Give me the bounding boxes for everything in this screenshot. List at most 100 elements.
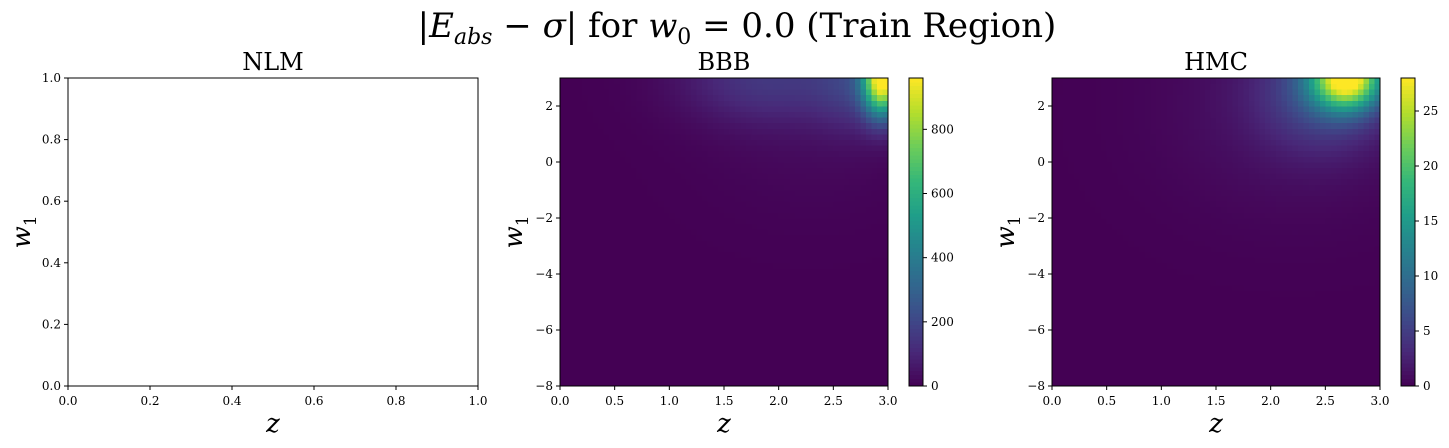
heatmap-cell <box>871 100 878 107</box>
heatmap-cell <box>838 122 845 129</box>
heatmap-cell <box>1123 246 1129 252</box>
heatmap-cell <box>696 111 703 118</box>
heatmap-cell <box>1128 240 1135 247</box>
colorbar <box>908 77 924 387</box>
heatmap-cell <box>756 206 763 213</box>
heatmap-cell <box>745 162 752 168</box>
heatmap-cell <box>822 352 829 359</box>
heatmap-cell <box>707 296 714 303</box>
heatmap-cell <box>795 313 801 320</box>
heatmap-cell <box>1194 290 1200 297</box>
heatmap-cell <box>647 218 654 224</box>
heatmap-cell <box>1123 106 1129 112</box>
heatmap-cell <box>614 307 621 314</box>
heatmap-cell <box>1139 352 1146 359</box>
heatmap-cell <box>838 290 845 297</box>
heatmap-cell <box>800 212 807 219</box>
heatmap-cell <box>1172 285 1179 292</box>
heatmap-cell <box>849 100 856 107</box>
heatmap-cell <box>636 139 643 146</box>
heatmap-cell <box>773 268 780 275</box>
heatmap-cell <box>636 190 643 196</box>
heatmap-cell <box>1084 184 1091 191</box>
heatmap-cell <box>740 122 747 129</box>
heatmap-cell <box>860 78 867 84</box>
heatmap-cell <box>729 240 736 247</box>
heatmap-cell <box>773 218 780 224</box>
heatmap-cell <box>592 100 599 107</box>
heatmap-cell <box>625 358 632 364</box>
heatmap-cell <box>1155 279 1162 286</box>
heatmap-cell <box>816 173 823 180</box>
heatmap-cell <box>800 100 807 107</box>
heatmap-cell <box>560 268 566 275</box>
heatmap-cell <box>570 206 577 213</box>
heatmap-cell <box>592 251 599 258</box>
heatmap-cell <box>1199 380 1206 387</box>
heatmap-cell <box>1188 246 1195 252</box>
heatmap-cell <box>1062 313 1069 320</box>
heatmap-cell <box>1057 128 1064 135</box>
heatmap-cell <box>822 313 829 320</box>
heatmap-cell <box>849 274 856 280</box>
heatmap-cell <box>724 78 730 84</box>
heatmap-cell <box>800 111 807 118</box>
heatmap-cell <box>570 218 577 224</box>
heatmap-cell <box>609 352 616 359</box>
heatmap-cell <box>1166 83 1173 90</box>
heatmap-cell <box>1199 268 1206 275</box>
heatmap-cell <box>691 89 698 96</box>
y-axis-label-main: w <box>7 226 37 248</box>
heatmap-cell <box>603 324 610 331</box>
heatmap-cell <box>609 111 616 118</box>
heatmap-cell <box>1101 89 1108 96</box>
heatmap-cell <box>1183 134 1190 140</box>
heatmap-cell <box>560 324 566 331</box>
heatmap-cell <box>1199 307 1206 314</box>
heatmap-cell <box>642 307 648 314</box>
heatmap-cell <box>866 150 872 157</box>
heatmap-cell <box>691 285 698 292</box>
heatmap-cell <box>751 150 758 157</box>
heatmap-cell <box>669 78 676 84</box>
heatmap-cell <box>696 89 703 96</box>
heatmap-cell <box>844 122 851 129</box>
heatmap-cell <box>696 341 703 348</box>
heatmap-cell <box>800 134 807 140</box>
heatmap-cell <box>691 111 698 118</box>
heatmap-cell <box>1183 94 1190 101</box>
heatmap-cell <box>1183 262 1190 269</box>
heatmap-cell <box>1090 212 1097 219</box>
heatmap-cell <box>800 167 807 174</box>
heatmap-cell <box>1183 302 1190 308</box>
heatmap-cell <box>778 139 785 146</box>
heatmap-cell <box>1188 285 1195 292</box>
heatmap-cell <box>866 100 872 107</box>
heatmap-cell <box>1139 229 1146 236</box>
heatmap-cell <box>1166 380 1173 387</box>
heatmap-cell <box>652 117 659 124</box>
heatmap-cell <box>669 83 676 90</box>
heatmap-cell <box>1194 111 1200 118</box>
heatmap-cell <box>587 162 594 168</box>
heatmap-cell <box>691 324 698 331</box>
heatmap-cell <box>560 173 566 180</box>
heatmap-cell <box>718 78 725 84</box>
heatmap-cell <box>1144 150 1151 157</box>
heatmap-cell <box>740 313 747 320</box>
heatmap-cell <box>877 178 883 185</box>
heatmap-cell <box>647 251 654 258</box>
heatmap-cell <box>658 173 665 180</box>
heatmap-cell <box>855 178 862 185</box>
heatmap-cell <box>1068 206 1075 213</box>
heatmap-cell <box>724 296 730 303</box>
heatmap-cell <box>1090 156 1097 163</box>
heatmap-cell <box>1079 212 1086 219</box>
heatmap-cell <box>652 279 659 286</box>
heatmap-cell <box>674 257 681 264</box>
heatmap-cell <box>855 100 862 107</box>
heatmap-cell <box>691 240 698 247</box>
heatmap-cell <box>740 190 747 196</box>
heatmap-cell <box>1101 218 1108 224</box>
heatmap-cell <box>1183 274 1190 280</box>
